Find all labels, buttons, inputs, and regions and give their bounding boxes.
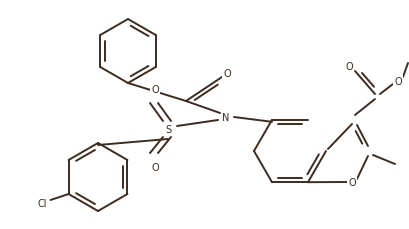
Text: O: O [393,77,401,87]
Text: O: O [151,162,158,172]
Text: O: O [151,85,158,95]
Text: O: O [222,69,230,79]
Text: N: N [222,112,229,123]
Text: S: S [164,124,171,134]
Text: O: O [344,62,352,72]
Text: O: O [347,177,355,187]
Text: Cl: Cl [38,198,47,208]
